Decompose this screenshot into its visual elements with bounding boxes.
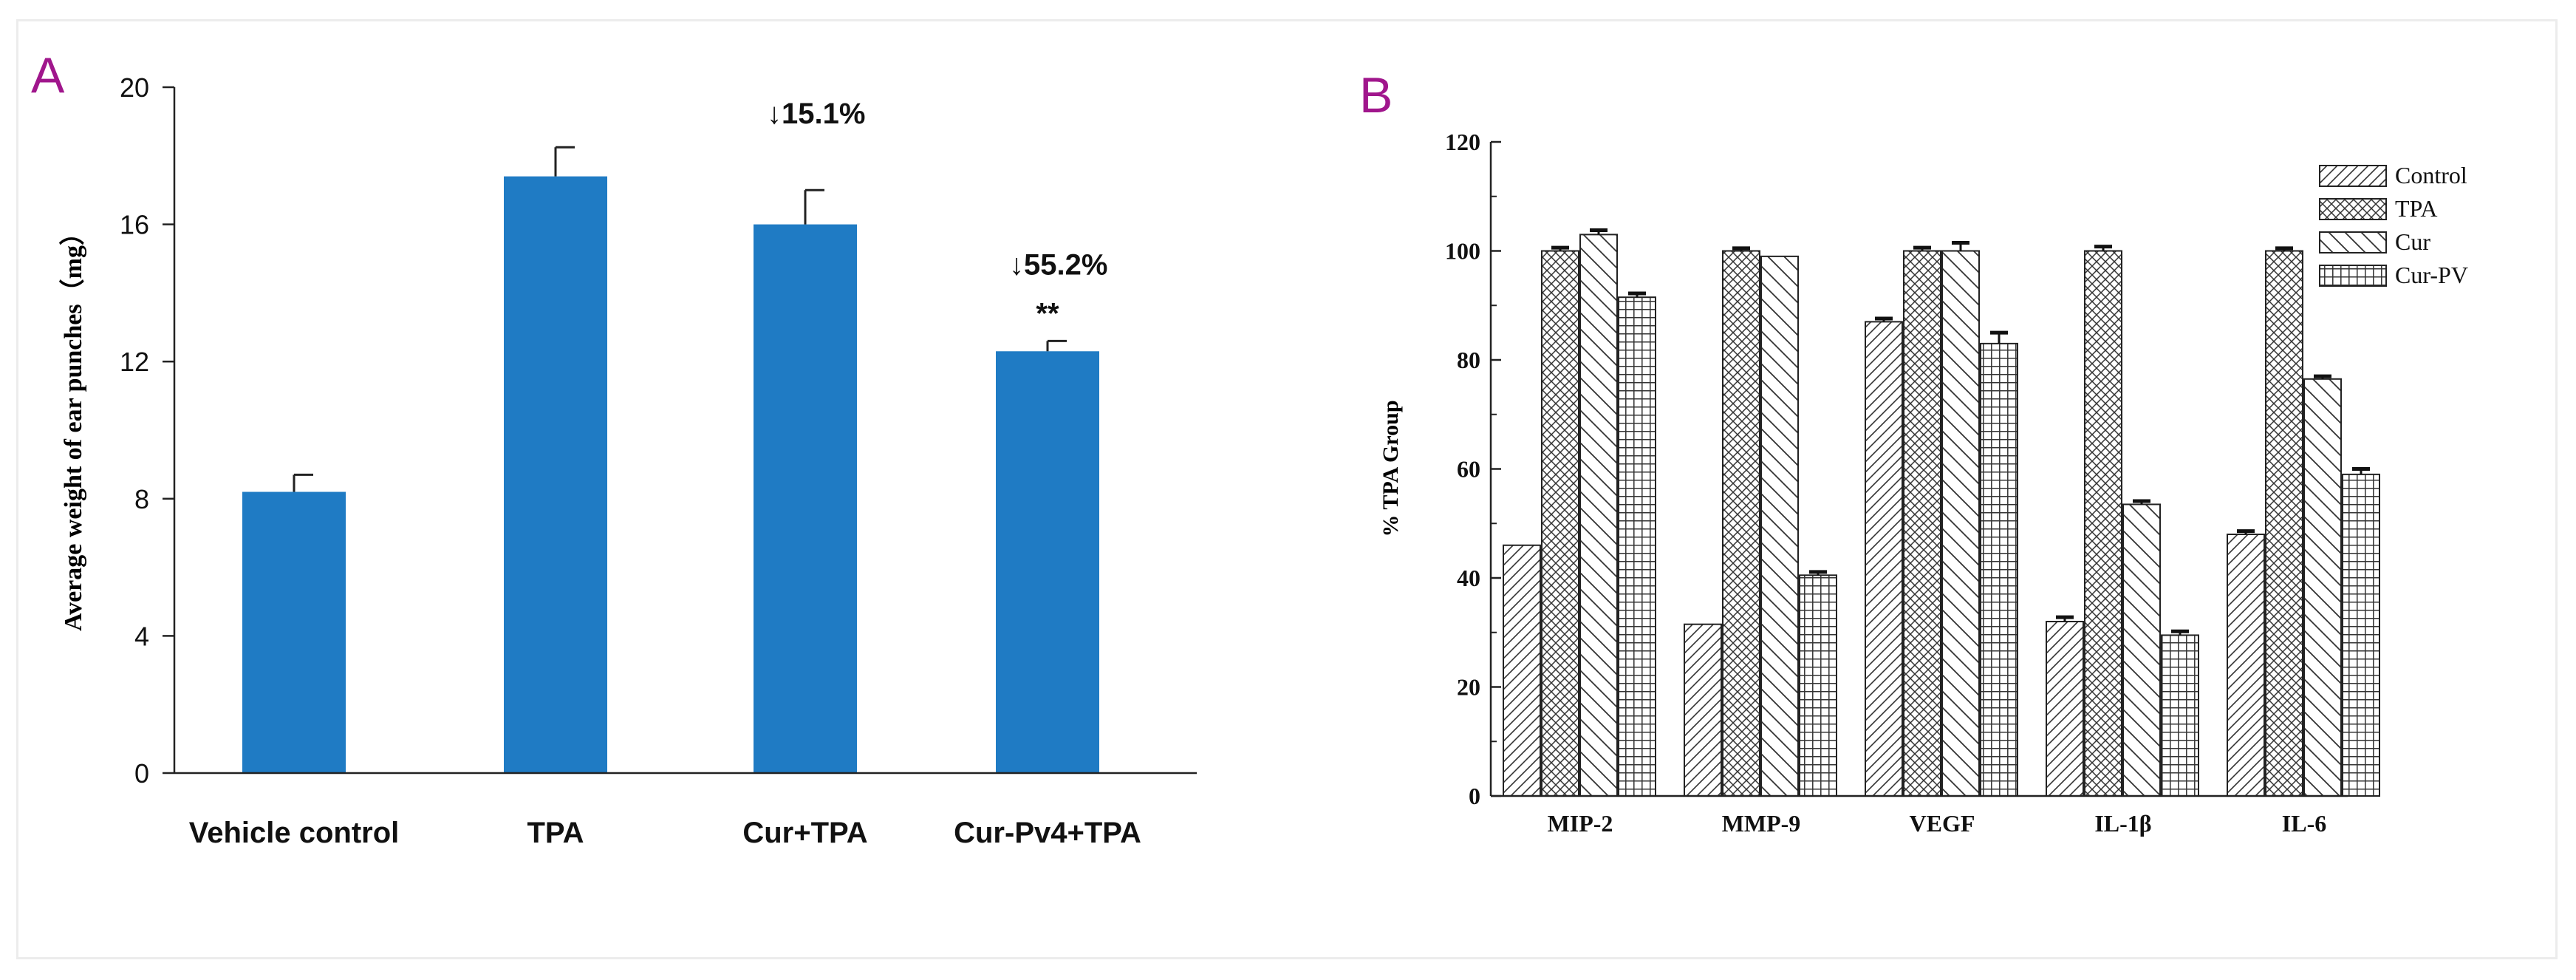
panel-a-reduction-annotation: ↓55.2%: [1009, 248, 1107, 281]
panel-a-y-tick-label: 4: [134, 621, 149, 651]
panel-a-y-axis-label: Average weight of ear punches（mg）: [58, 220, 87, 631]
panel-b-bar: [2084, 250, 2122, 797]
panel-b-y-tick-label: 40: [1457, 565, 1480, 591]
panel-b-bar: [1684, 623, 1722, 797]
panel-a-y-tick-label: 20: [120, 72, 149, 103]
panel-a-category-label: Cur-Pv4+TPA: [954, 817, 1141, 849]
panel-b-category-labels: MIP-2 MMP-9 VEGF IL-1β IL-6: [1548, 810, 2327, 837]
panel-a-bar: [504, 176, 607, 773]
panel-b-y-tick-label: 120: [1445, 129, 1480, 155]
panel-b-legend-swatch: [2319, 165, 2387, 187]
panel-b-category-label: VEGF: [1910, 810, 1975, 837]
panel-a-y-tick-label: 12: [120, 347, 149, 377]
panel-a-label: A: [31, 47, 65, 103]
panel-b-y-tick-label: 80: [1457, 347, 1480, 373]
panel-a-category-label: Vehicle control: [189, 817, 400, 849]
panel-a-bar: [242, 491, 346, 773]
panel-b-legend-swatch: [2319, 265, 2387, 287]
panel-a-category-label: TPA: [527, 817, 584, 849]
panel-b-bar: [2265, 250, 2303, 797]
panel-b-y-tick-label: 0: [1469, 783, 1480, 809]
panel-b-bar: [2303, 378, 2342, 797]
panel-b-bar: [1541, 250, 1579, 797]
panel-a-bar: [996, 351, 1099, 773]
panel-b-bar: [1503, 544, 1541, 797]
panel-b-legend-label: Cur-PV: [2395, 262, 2468, 288]
panel-b-bar: [1903, 250, 1941, 797]
panel-b-bar: [2122, 503, 2161, 797]
panel-b-bar: [1799, 574, 1837, 797]
figure-frame: [16, 19, 2558, 959]
panel-b-legend-swatch: [2319, 198, 2387, 220]
panel-b-legend-swatch: [2319, 231, 2387, 253]
panel-b-category-label: MMP-9: [1722, 810, 1801, 837]
panel-b-bar: [1980, 342, 2018, 797]
panel-a-bars: ↓15.1% ↓55.2% **: [242, 98, 1107, 774]
panel-b-y-ticks: 0 20 40 60 80 100 120: [1445, 129, 1501, 809]
panel-a-reduction-annotation: ↓15.1%: [767, 98, 865, 130]
panel-b-bar: [2161, 634, 2199, 797]
panel-b-bar: [1941, 250, 1980, 797]
panel-b-bar: [1760, 255, 1799, 797]
panel-b-category-label: IL-6: [2282, 810, 2326, 837]
panel-b-bar: [1865, 321, 1903, 797]
panel-a-bar: [754, 224, 857, 774]
panel-a-y-tick-label: 16: [120, 210, 149, 240]
panel-b-category-label: MIP-2: [1548, 810, 1613, 837]
panel-b-y-tick-label: 60: [1457, 456, 1480, 483]
panel-b: B % TPA Group 0 20 40 60 80 100 120 MIP-2 MMP-9…: [1359, 67, 2468, 837]
panel-b-legend-label: Control: [2395, 162, 2467, 188]
panel-b-bar: [2046, 621, 2084, 797]
panel-a-y-ticks: 0 4 8 12 16 20: [120, 72, 174, 789]
panel-b-bar: [1618, 296, 1656, 797]
panel-b-legend-label: Cur: [2395, 228, 2430, 255]
panel-a-category-labels: Vehicle control TPA Cur+TPA Cur-Pv4+TPA: [189, 817, 1141, 849]
panel-b-y-tick-label: 20: [1457, 674, 1480, 701]
panel-b-category-label: IL-1β: [2094, 810, 2151, 837]
panel-b-label: B: [1359, 67, 1393, 123]
panel-b-y-tick-label: 100: [1445, 238, 1480, 265]
panel-a-y-tick-label: 8: [134, 484, 149, 514]
panel-a-category-label: Cur+TPA: [742, 817, 867, 849]
panel-b-bars: [1503, 228, 2380, 797]
panel-b-bar: [2227, 534, 2265, 797]
panel-b-bar: [1722, 250, 1760, 797]
panel-a: A Average weight of ear punches（mg） 0 4 8 1…: [31, 47, 1197, 849]
panel-b-y-axis-label: % TPA Group: [1378, 400, 1403, 537]
panel-b-bar: [2342, 473, 2380, 797]
panel-a-significance-marker: **: [1036, 297, 1059, 330]
panel-b-legend: Control TPA Cur Cur-PV: [2319, 162, 2468, 288]
panel-b-legend-label: TPA: [2395, 195, 2438, 222]
panel-b-bar: [1579, 234, 1618, 797]
panel-a-y-tick-label: 0: [134, 758, 149, 789]
